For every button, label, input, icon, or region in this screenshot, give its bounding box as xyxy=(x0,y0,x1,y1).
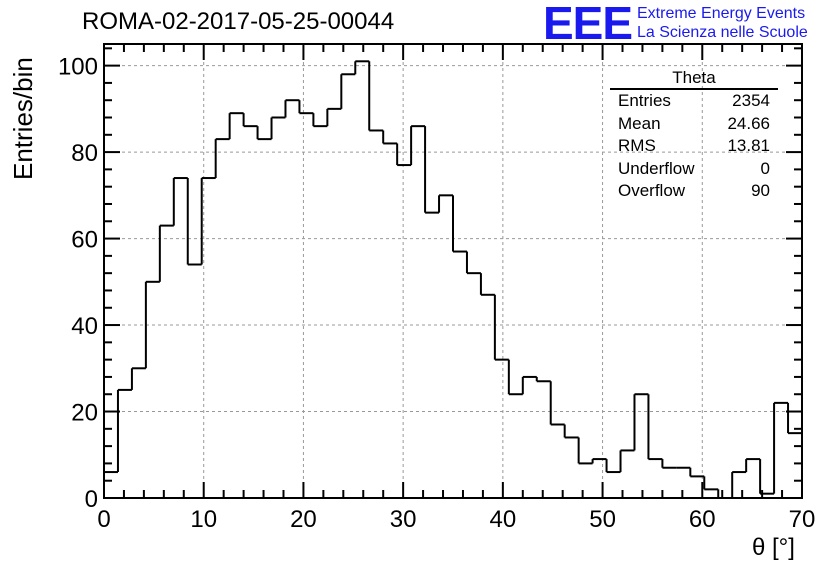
stats-label: RMS xyxy=(618,136,656,156)
axis-tick-labels: 0 10 20 30 40 50 60 70 0 20 40 60 80 100 xyxy=(58,54,815,533)
stats-row-overflow: Overflow 90 xyxy=(610,180,778,203)
x-tick-label: 20 xyxy=(290,506,317,533)
y-tick-label: 20 xyxy=(71,400,98,427)
y-axis-label: Entries/bin xyxy=(8,57,38,180)
x-tick-label: 40 xyxy=(490,506,517,533)
stats-row-mean: Mean 24.66 xyxy=(610,113,778,136)
y-tick-label: 40 xyxy=(71,313,98,340)
y-tick-label: 100 xyxy=(58,54,98,81)
stats-row-rms: RMS 13.81 xyxy=(610,135,778,158)
stats-label: Mean xyxy=(618,113,661,133)
x-tick-label: 10 xyxy=(190,506,217,533)
x-axis-label: θ [°] xyxy=(752,534,795,561)
plot-frame-rect xyxy=(103,43,803,499)
plot-frame xyxy=(103,43,803,499)
stats-value: 0 xyxy=(760,158,770,178)
stats-row-underflow: Underflow 0 xyxy=(610,158,778,181)
stats-label: Overflow xyxy=(618,181,686,201)
x-tick-label: 0 xyxy=(97,506,110,533)
stats-value: 24.66 xyxy=(727,113,770,133)
y-tick-label: 80 xyxy=(71,140,98,167)
eee-logo: EEE xyxy=(543,0,633,49)
stats-row-entries: Entries 2354 xyxy=(610,90,778,113)
stats-title: Theta xyxy=(610,68,778,90)
stats-label: Entries xyxy=(618,91,671,110)
stats-value: 2354 xyxy=(732,91,770,110)
logo-caption-line2: La Scienza nelle Scuole xyxy=(637,24,808,41)
chart-title: ROMA-02-2017-05-25-00044 xyxy=(82,8,395,35)
stats-value: 90 xyxy=(751,181,770,201)
axis-ticks xyxy=(103,44,803,499)
y-tick-label: 0 xyxy=(85,486,98,513)
y-tick-label: 60 xyxy=(71,227,98,254)
x-tick-label: 60 xyxy=(689,506,716,533)
stats-box: Theta Entries 2354 Mean 24.66 RMS 13.81 … xyxy=(610,68,778,203)
stats-value: 13.81 xyxy=(727,136,770,156)
x-tick-label: 30 xyxy=(390,506,417,533)
logo-caption: Extreme Energy Events La Scienza nelle S… xyxy=(637,4,808,42)
stats-label: Underflow xyxy=(618,158,695,178)
logo-caption-line1: Extreme Energy Events xyxy=(637,5,806,22)
x-tick-label: 50 xyxy=(589,506,616,533)
histogram-series xyxy=(103,60,802,499)
grid-lines xyxy=(104,44,802,498)
x-tick-label: 70 xyxy=(789,506,816,533)
